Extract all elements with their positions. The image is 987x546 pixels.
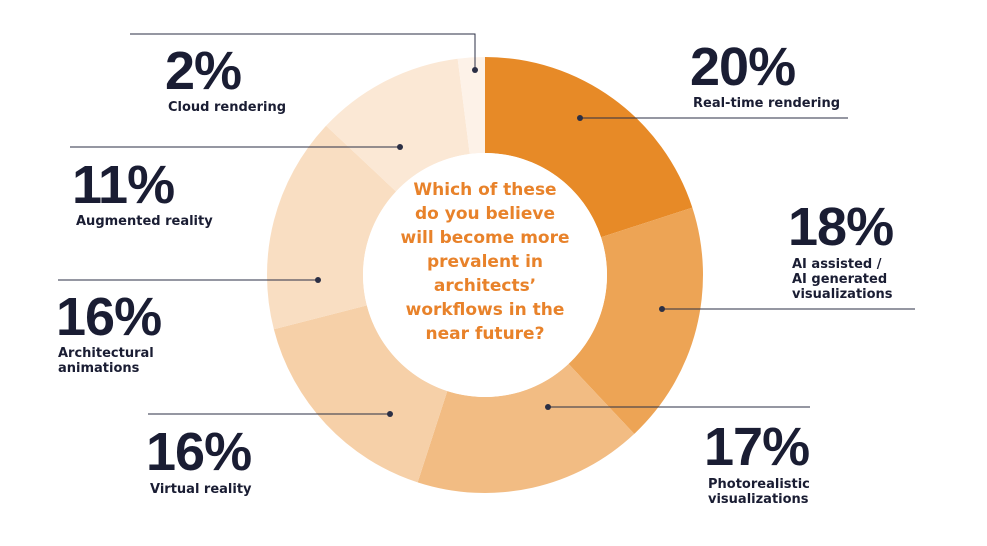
leader-dot-5 <box>397 144 403 150</box>
slice-label-real-time-rendering: Real-time rendering <box>693 96 841 111</box>
leader-dot-4 <box>315 277 321 283</box>
value-label-ai-visualizations: 18% <box>788 197 894 257</box>
value-label-photorealistic: 17% <box>704 417 810 477</box>
value-label-virtual-reality: 16% <box>146 422 252 482</box>
slice-label-photorealistic: Photorealistic visualizations <box>708 477 810 507</box>
slice-0 <box>485 57 693 238</box>
slice-2 <box>417 363 635 494</box>
leader-dot-3 <box>387 411 393 417</box>
slice-label-augmented-reality: Augmented reality <box>76 214 213 229</box>
slice-label-architectural-animations: Architectural animations <box>58 346 154 376</box>
leader-dot-1 <box>659 306 665 312</box>
donut-slices <box>267 57 703 494</box>
slice-6 <box>457 57 485 154</box>
slice-label-ai-visualizations: AI assisted / AI generated visualization… <box>792 257 893 302</box>
leader-dot-0 <box>577 115 583 121</box>
value-label-real-time-rendering: 20% <box>690 37 796 97</box>
value-label-architectural-animations: 16% <box>56 287 162 347</box>
slice-5 <box>326 58 470 192</box>
slice-1 <box>568 207 703 434</box>
slice-label-cloud-rendering: Cloud rendering <box>168 100 287 115</box>
value-label-augmented-reality: 11% <box>72 155 175 215</box>
value-label-cloud-rendering: 2% <box>165 41 242 101</box>
leader-lines <box>58 33 915 417</box>
slice-3 <box>273 305 448 483</box>
slice-4 <box>267 125 397 330</box>
center-question: Which of these do you believe will becom… <box>400 180 570 344</box>
leader-dot-6 <box>472 67 478 73</box>
leader-line-6 <box>130 33 476 70</box>
slice-label-virtual-reality: Virtual reality <box>150 482 252 497</box>
leader-dot-2 <box>545 404 551 410</box>
donut-hole <box>363 153 607 397</box>
